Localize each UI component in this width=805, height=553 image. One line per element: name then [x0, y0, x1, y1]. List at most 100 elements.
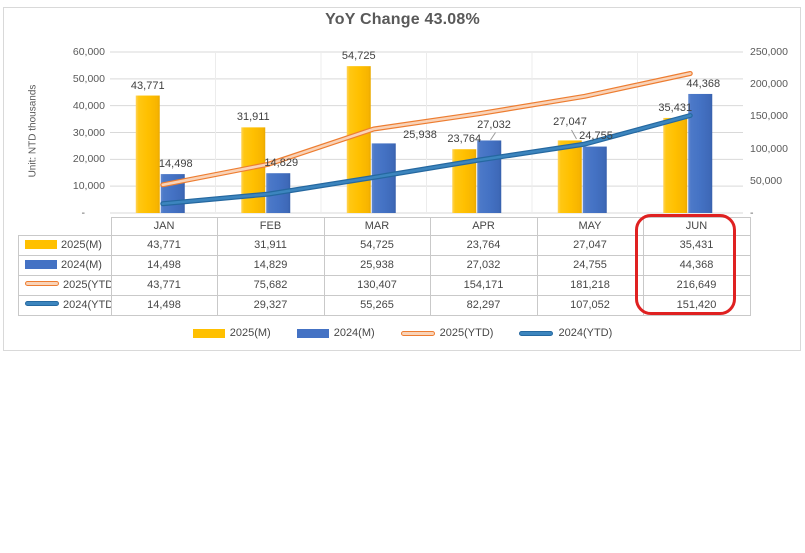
bar-2024(m)-apr[interactable] — [477, 140, 502, 213]
legend-key-icon — [25, 281, 59, 286]
series-name: 2025(M) — [61, 239, 102, 251]
line-inner-2024(ytd) — [161, 114, 692, 205]
bar-value-label-2024(m)-jan: 14,498 — [158, 158, 193, 171]
table-cell-2025(m)-jan[interactable]: 43,771 — [110, 235, 218, 256]
table-header-jun[interactable]: JUN — [642, 217, 751, 236]
table-cell-2024(ytd)-apr[interactable]: 82,297 — [429, 295, 538, 316]
table-header-jan[interactable]: JAN — [110, 217, 218, 236]
table-cell-2025(ytd)-jan[interactable]: 43,771 — [110, 275, 218, 296]
bar-value-label-2024(m)-mar: 25,938 — [403, 129, 437, 141]
legend-swatch-2024(ytd) — [519, 330, 554, 336]
legend-label: 2025(M) — [229, 327, 271, 339]
table-cell-2025(m)-feb[interactable]: 31,911 — [216, 235, 325, 256]
table-corner-cell — [18, 217, 112, 236]
bar-2024(m)-may[interactable] — [582, 146, 607, 213]
series-name: 2024(YTD) — [63, 299, 110, 311]
table-cell-2025(ytd)-may[interactable]: 181,218 — [536, 275, 644, 296]
table-cell-2024(m)-feb[interactable]: 14,829 — [216, 255, 325, 276]
legend-label: 2025(YTD) — [439, 327, 494, 339]
table-cell-2025(ytd)-jun[interactable]: 216,649 — [642, 275, 751, 296]
bar-2025(m)-may[interactable] — [557, 140, 582, 213]
table-header-row: JAN FEB MAR APR MAY JUN — [18, 217, 751, 236]
table-cell-2024(ytd)-jun[interactable]: 151,420 — [642, 295, 751, 316]
table-cell-2025(ytd)-apr[interactable]: 154,171 — [429, 275, 538, 296]
bar-value-label-2025(m)-apr: 23,764 — [447, 133, 482, 146]
line-inner-2025(ytd) — [161, 72, 692, 187]
legend-item-2024(m)[interactable]: 2024(M) — [296, 327, 375, 339]
table-cell-2025(m)-apr[interactable]: 23,764 — [429, 235, 538, 256]
chart-legend: 2025(M) 2024(M) 2025(YTD) 2024(YTD) — [0, 324, 805, 342]
legend-item-2025(ytd)[interactable]: 2025(YTD) — [400, 327, 494, 339]
legend-item-2025(m)[interactable]: 2025(M) — [192, 327, 271, 339]
right-axis-tick: 50,000 — [750, 174, 783, 187]
left-axis-tick: 30,000 — [72, 126, 105, 139]
table-row-label-2025(ytd)[interactable]: 2025(YTD) — [18, 275, 112, 296]
bar-2025(m)-jan[interactable] — [135, 95, 160, 213]
legend-item-2024(ytd)[interactable]: 2024(YTD) — [519, 327, 612, 339]
left-axis-tick: 60,000 — [72, 46, 105, 58]
table-cell-2025(ytd)-mar[interactable]: 130,407 — [323, 275, 431, 296]
bar-value-label-2024(m)-apr: 27,032 — [477, 119, 511, 131]
legend-swatch-2025(m) — [192, 328, 225, 338]
left-axis-tick: 20,000 — [72, 153, 105, 166]
legend-label: 2024(M) — [333, 327, 375, 339]
series-name: 2024(M) — [61, 259, 102, 271]
bar-value-label-2024(m)-may: 24,755 — [579, 130, 613, 142]
right-axis-tick: 100,000 — [750, 142, 788, 155]
bar-value-label-2025(m)-feb: 31,911 — [236, 111, 270, 124]
table-header-may[interactable]: MAY — [536, 217, 644, 236]
table-cell-2024(ytd)-may[interactable]: 107,052 — [536, 295, 644, 316]
table-cell-2025(m)-may[interactable]: 27,047 — [536, 235, 644, 256]
bar-value-label-2024(m)-jun: 44,368 — [686, 77, 721, 90]
bar-value-label-2024(m)-feb: 14,829 — [264, 157, 299, 170]
table-cell-2025(m)-jun[interactable]: 35,431 — [642, 235, 751, 256]
right-axis-tick: 250,000 — [750, 46, 788, 58]
table-row-2025(m): 2025(M) 43,771 31,911 54,725 23,764 27,047 35,… — [18, 235, 751, 256]
table-cell-2025(m)-mar[interactable]: 54,725 — [323, 235, 431, 256]
right-axis-tick: 150,000 — [750, 110, 788, 123]
left-axis-tick: 10,000 — [72, 180, 105, 193]
legend-swatch-2025(ytd) — [400, 330, 435, 336]
series-name: 2025(YTD) — [63, 279, 110, 291]
table-row-2025(ytd): 2025(YTD)43,77175,682130,407154,171181,2… — [18, 275, 751, 296]
bar-2025(m)-jun[interactable] — [663, 117, 688, 213]
table-row-2024(m): 2024(M) 14,498 14,829 25,938 27,032 24,755 44,… — [18, 255, 751, 276]
plot-area — [110, 51, 743, 214]
legend-key-icon — [25, 240, 57, 249]
right-axis-tick: 200,000 — [750, 78, 788, 91]
legend-key-icon — [25, 301, 59, 306]
table-row-2024(ytd): 2024(YTD)14,49829,32755,26582,297107,052… — [18, 295, 751, 316]
table-cell-2025(ytd)-feb[interactable]: 75,682 — [216, 275, 325, 296]
table-header-feb[interactable]: FEB — [216, 217, 325, 236]
label-leader-line — [571, 129, 577, 140]
table-cell-2024(ytd)-feb[interactable]: 29,327 — [216, 295, 325, 316]
left-axis-tick: 40,000 — [72, 99, 105, 112]
legend-label: 2024(YTD) — [558, 327, 613, 339]
legend-key-icon — [25, 260, 57, 269]
data-table: JAN FEB MAR APR MAY JUN 2025(M) 43,771 31,911 54,… — [18, 217, 751, 316]
legend-swatch-2024(m) — [296, 328, 329, 338]
label-leader-line — [490, 132, 496, 141]
left-axis-tick: - — [81, 207, 86, 219]
table-header-apr[interactable]: APR — [429, 217, 538, 236]
chart-title: YoY Change 43.08% — [325, 11, 480, 28]
bar-2025(m)-mar[interactable] — [346, 66, 371, 213]
bar-2024(m)-jun[interactable] — [688, 93, 713, 213]
table-cell-2024(m)-may[interactable]: 24,755 — [536, 255, 644, 276]
left-axis-tick: 50,000 — [72, 72, 105, 85]
table-row-label-2024(m)[interactable]: 2024(M) — [18, 255, 112, 276]
table-cell-2024(m)-jun[interactable]: 44,368 — [642, 255, 751, 276]
table-cell-2024(m)-jan[interactable]: 14,498 — [110, 255, 218, 276]
bar-value-label-2025(m)-jun: 35,431 — [658, 101, 693, 114]
table-cell-2024(ytd)-jan[interactable]: 14,498 — [110, 295, 218, 316]
table-cell-2024(ytd)-mar[interactable]: 55,265 — [323, 295, 431, 316]
table-header-mar[interactable]: MAR — [323, 217, 431, 236]
bar-value-label-2025(m)-mar: 54,725 — [341, 50, 376, 63]
table-cell-2024(m)-mar[interactable]: 25,938 — [323, 255, 431, 276]
bar-value-label-2025(m)-may: 27,047 — [553, 116, 587, 128]
table-row-label-2024(ytd)[interactable]: 2024(YTD) — [18, 295, 112, 316]
table-cell-2024(m)-apr[interactable]: 27,032 — [429, 255, 538, 276]
bar-value-label-2025(m)-jan: 43,771 — [130, 79, 165, 92]
right-axis-tick: - — [750, 207, 754, 219]
table-row-label-2025(m)[interactable]: 2025(M) — [18, 235, 112, 256]
